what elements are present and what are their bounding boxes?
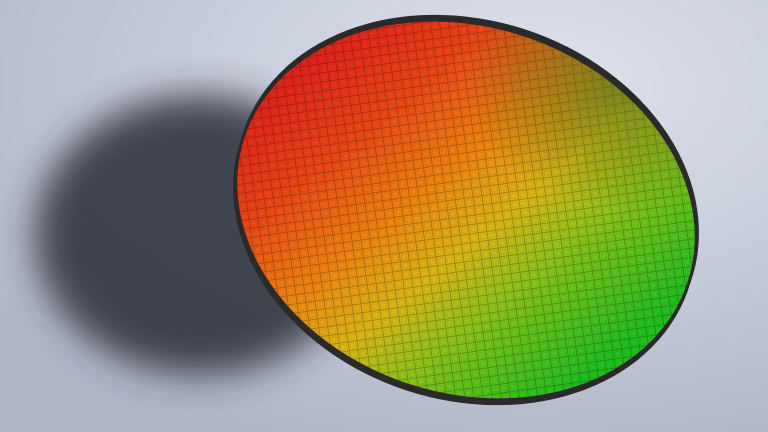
- wafer: [233, 14, 699, 406]
- wafer-reflection: [237, 21, 695, 399]
